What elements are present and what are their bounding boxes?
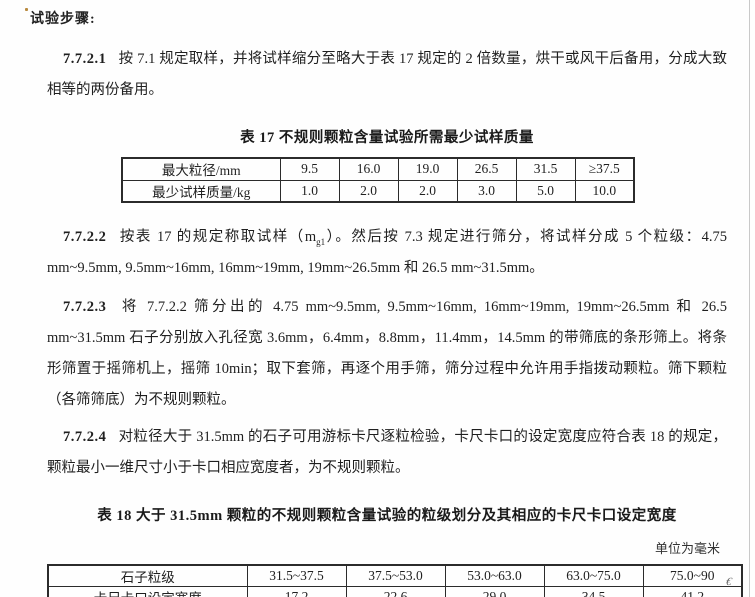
table-row: 石子粒级 31.5~37.5 37.5~53.0 53.0~63.0 63.0~75.0… — [47, 564, 743, 587]
section-text: 按表 17 的规定称取试样（m — [118, 229, 317, 245]
paragraph-7-7-2-4: 7.7.2.4 对粒径大于 31.5mm 的石子可用游标卡尺逐粒检验，卡尺卡口的设… — [47, 422, 727, 484]
row-header: 最少试样质量/kg — [121, 179, 281, 203]
section-text: 对粒径大于 31.5mm 的石子可用游标卡尺逐粒检验，卡尺卡口的设定宽度应符合表… — [47, 429, 727, 476]
table-row: 卡尺卡口设定宽度17.222.629.034.541.2 — [47, 586, 743, 597]
table18-unit-note: 单位为毫米 — [654, 541, 720, 556]
row-header: 卡尺卡口设定宽度 — [47, 586, 248, 597]
page-edge-line — [749, 0, 750, 597]
table-cell: 5.0 — [515, 179, 576, 203]
paragraph-7-7-2-3: 7.7.2.3 将 7.7.2.2 筛分出的 4.75 mm~9.5mm, 9.5… — [47, 292, 727, 416]
document-body: 7.7.2.1 按 7.1 规定取样，并将试样缩分至略大于表 17 规定的 2 倍… — [0, 36, 755, 597]
table-cell: 22.6 — [345, 586, 446, 597]
table-cell: 16.0 — [338, 157, 399, 181]
table-cell: ≥37.5 — [574, 157, 635, 181]
table-cell: 31.5 — [515, 157, 576, 181]
table17: 最大粒径/mm 9.5 16.0 19.0 26.5 31.5 ≥37.5 最少试样质量/kg… — [121, 157, 635, 203]
table-cell: 41.2 — [642, 586, 743, 597]
table-cell: 34.5 — [543, 586, 644, 597]
table-cell: 19.0 — [397, 157, 458, 181]
table-cell: 37.5~53.0 — [345, 564, 446, 587]
scan-speck — [25, 8, 28, 11]
subscript: g1 — [316, 236, 326, 247]
section-number: 7.7.2.3 — [63, 299, 107, 315]
document-section-heading: 试验步骤: — [30, 12, 96, 27]
table-row: 最少试样质量/kg 1.0 2.0 2.0 3.0 5.0 10.0 — [121, 179, 635, 203]
section-number: 7.7.2.4 — [63, 429, 107, 445]
table-cell: 2.0 — [397, 179, 458, 203]
table-cell: 31.5~37.5 — [246, 564, 347, 587]
table-cell: 17.2 — [246, 586, 347, 597]
table-cell: 3.0 — [456, 179, 517, 203]
table-cell: 26.5 — [456, 157, 517, 181]
table18-title: 表 18 大于 31.5mm 颗粒的不规则颗粒含量试验的粒级划分及其相应的卡尺卡… — [97, 508, 677, 524]
paragraph-7-7-2-1: 7.7.2.1 按 7.1 规定取样，并将试样缩分至略大于表 17 规定的 2 倍… — [47, 44, 727, 106]
paragraph-7-7-2-2: 7.7.2.2 按表 17 的规定称取试样（mg1）。然后按 7.3 规定进行筛分… — [47, 222, 727, 284]
page-corner-mark: € — [724, 576, 732, 588]
table-cell: 2.0 — [338, 179, 399, 203]
section-text: 将 7.7.2.2 筛分出的 4.75 mm~9.5mm, 9.5mm~16mm… — [47, 299, 727, 408]
row-header: 最大粒径/mm — [121, 157, 281, 181]
table-cell: 10.0 — [574, 179, 635, 203]
table-cell: 29.0 — [444, 586, 545, 597]
table-row: 最大粒径/mm 9.5 16.0 19.0 26.5 31.5 ≥37.5 — [121, 157, 635, 181]
section-text: 按 7.1 规定取样，并将试样缩分至略大于表 17 规定的 2 倍数量，烘干或风… — [47, 51, 727, 98]
row-header: 石子粒级 — [47, 564, 248, 587]
table-cell: 1.0 — [279, 179, 340, 203]
section-number: 7.7.2.1 — [63, 51, 107, 67]
section-text: ）。然后按 7.3 规定进行筛分，将试样分成 5 个粒级：4.75 mm~9.5… — [47, 229, 728, 276]
table18: 石子粒级 31.5~37.5 37.5~53.0 53.0~63.0 63.0~75.0… — [47, 564, 743, 597]
table-cell: 63.0~75.0 — [543, 564, 644, 587]
table-cell: 9.5 — [279, 157, 340, 181]
table17-title: 表 17 不规则颗粒含量试验所需最少试样质量 — [240, 130, 534, 146]
table-cell: 53.0~63.0 — [444, 564, 545, 587]
section-number: 7.7.2.2 — [63, 229, 107, 245]
